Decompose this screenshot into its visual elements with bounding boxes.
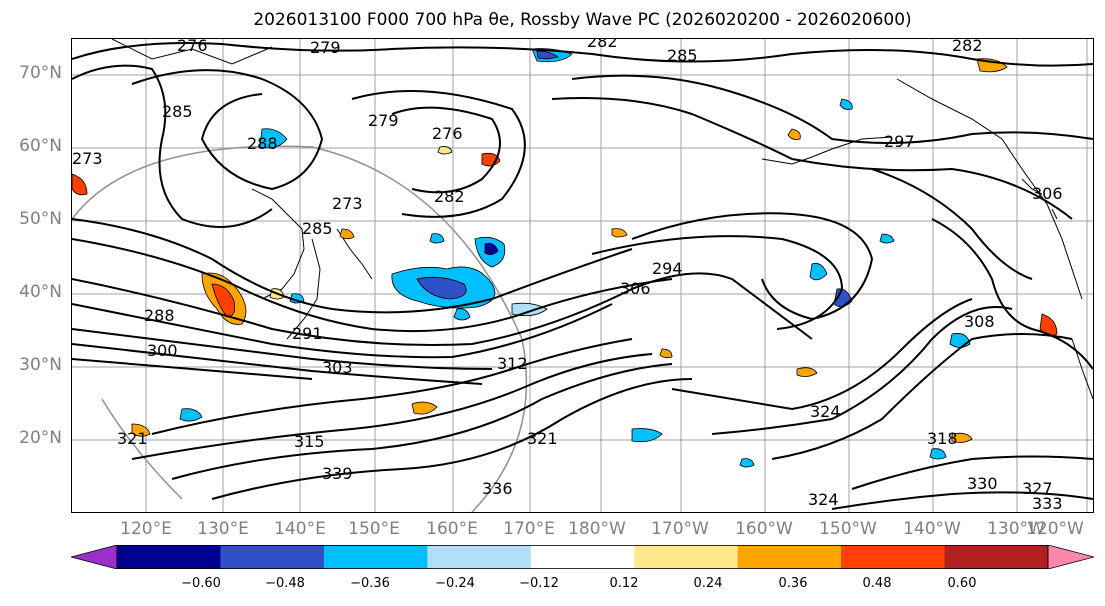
map-plot: 276 279 282 285 282 285 279 276 288 273 … (72, 39, 1093, 512)
lon-label-140e: 140°E (274, 519, 326, 539)
colorbar-tick-label: −0.12 (519, 576, 559, 591)
contour-label: 291 (292, 324, 323, 343)
colorbar-cell (117, 545, 221, 569)
contour-label: 330 (967, 474, 998, 493)
map-title: 2026013100 F000 700 hPa θe, Rossby Wave … (253, 10, 912, 30)
contour-label: 321 (117, 429, 148, 448)
colorbar-cell (737, 545, 842, 569)
colorbar-cell (634, 545, 739, 569)
contour-label: 288 (247, 134, 278, 153)
contour-label: 318 (927, 429, 958, 448)
contour-label: 282 (434, 187, 465, 206)
colorbar (71, 545, 1094, 569)
colorbar-cell (323, 545, 428, 569)
contour-label: 300 (147, 341, 178, 360)
lon-label-170e: 170°E (503, 519, 555, 539)
lat-label-40n: 40°N (19, 282, 62, 302)
lon-label-180w: 180°W (568, 519, 626, 539)
lon-label-140w: 140°W (903, 519, 961, 539)
contour-label: 276 (432, 124, 463, 143)
colorbar-tick-label: 0.60 (947, 576, 977, 591)
contour-label: 273 (332, 194, 363, 213)
colorbar-tick-label: −0.60 (181, 576, 221, 591)
lon-label-130e: 130°E (197, 519, 249, 539)
colorbar-extend-high (1047, 545, 1094, 569)
negative-anomalies (179, 48, 971, 468)
lon-label-120w: 120°W (1026, 519, 1084, 539)
contour-label: 288 (144, 306, 175, 325)
map-panel: 276 279 282 285 282 285 279 276 288 273 … (71, 38, 1094, 513)
contour-label: 285 (667, 46, 698, 65)
contour-label: 333 (1032, 494, 1063, 512)
colorbar-cell (530, 545, 635, 569)
contour-label: 282 (587, 39, 618, 51)
contour-label: 279 (310, 39, 341, 57)
contour-label: 321 (527, 429, 558, 448)
projection-arc-lower (101, 398, 183, 500)
contour-label: 294 (652, 259, 683, 278)
colorbar-extend-low (71, 545, 118, 569)
contour-label: 324 (810, 402, 841, 421)
colorbar-cells (71, 545, 1094, 569)
lat-label-60n: 60°N (19, 136, 62, 156)
contour-label: 285 (302, 219, 333, 238)
colorbar-cell (220, 545, 325, 569)
lon-label-150w: 150°W (819, 519, 877, 539)
contour-labels: 276 279 282 285 282 285 279 276 288 273 … (72, 39, 1063, 512)
lon-label-150e: 150°E (348, 519, 400, 539)
colorbar-tick-label: 0.48 (862, 576, 892, 591)
colorbar-tick-label: −0.24 (435, 576, 475, 591)
lat-label-30n: 30°N (19, 355, 62, 375)
positive-anomalies (72, 58, 1058, 443)
colorbar-tick-label: 0.36 (778, 576, 808, 591)
lon-label-160w: 160°W (735, 519, 793, 539)
colorbar-cell (944, 545, 1049, 569)
contour-label: 327 (1022, 479, 1053, 498)
colorbar-outline (116, 545, 1049, 569)
contour-label: 306 (620, 279, 651, 298)
contour-label: 303 (322, 358, 353, 377)
contour-label: 273 (72, 149, 103, 168)
colorbar-tick-label: −0.48 (265, 576, 305, 591)
colorbar-tick-label: −0.36 (350, 576, 390, 591)
contour-label: 297 (884, 132, 915, 151)
projection-arc (72, 145, 528, 512)
lon-label-170w: 170°W (651, 519, 709, 539)
lat-label-70n: 70°N (19, 63, 62, 83)
lon-label-130w: 130°W (987, 519, 1045, 539)
contour-label: 312 (497, 354, 528, 373)
colorbar-cell (841, 545, 946, 569)
lon-label-160e: 160°E (426, 519, 478, 539)
contour-label: 282 (952, 39, 983, 55)
contour-label: 339 (322, 464, 353, 483)
theta-e-contours (72, 42, 1093, 510)
contour-label: 315 (294, 432, 325, 451)
lon-label-120e: 120°E (120, 519, 172, 539)
contour-label: 308 (964, 312, 995, 331)
lat-label-20n: 20°N (19, 428, 62, 448)
contour-label: 336 (482, 479, 513, 498)
contour-label: 306 (1032, 184, 1063, 203)
contour-label: 324 (808, 490, 839, 509)
colorbar-tick-label: 0.24 (693, 576, 723, 591)
contour-label: 285 (162, 102, 193, 121)
contour-label: 279 (368, 111, 399, 130)
colorbar-cell (427, 545, 532, 569)
lat-label-50n: 50°N (19, 209, 62, 229)
colorbar-tick-label: 0.12 (609, 576, 639, 591)
contour-label: 276 (177, 39, 208, 55)
